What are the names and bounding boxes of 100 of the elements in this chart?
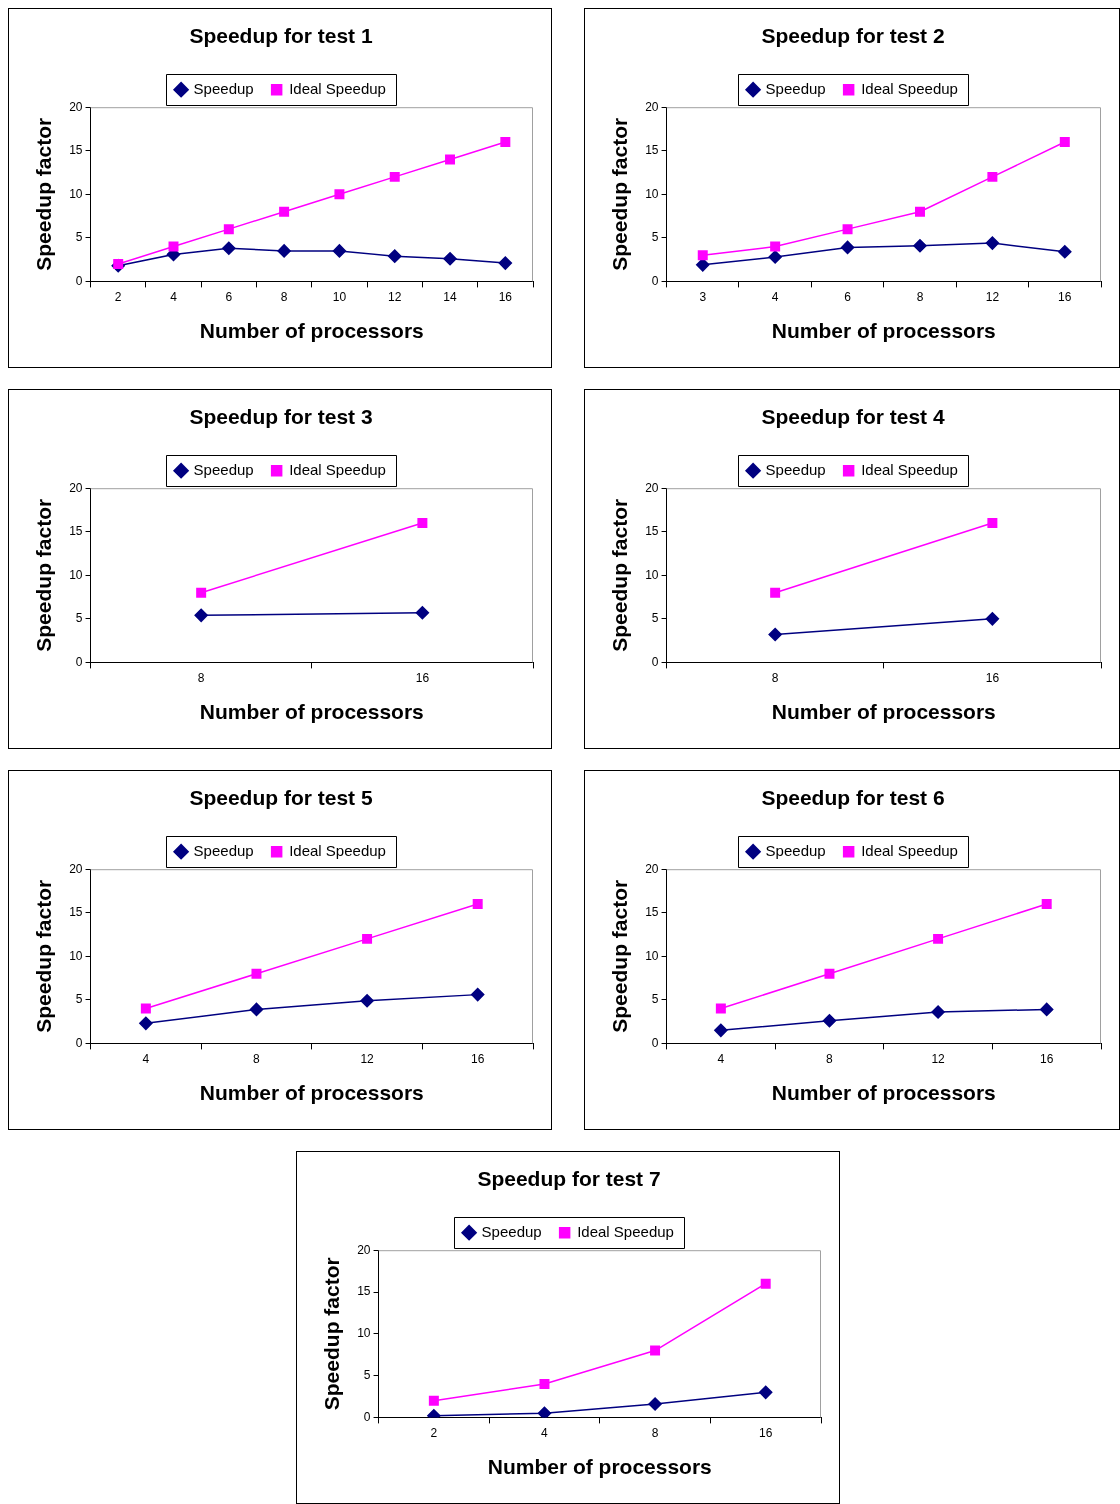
y-axis-title: Speedup factor xyxy=(32,498,56,652)
x-axis-title: Number of processors xyxy=(199,319,424,343)
x-tick-label: 10 xyxy=(332,289,347,304)
x-axis-title: Number of processors xyxy=(771,319,996,343)
x-tick-label: 2 xyxy=(114,289,122,304)
y-axis-title: Speedup factor xyxy=(320,1257,344,1411)
x-tick-label: 4 xyxy=(541,1425,549,1440)
point xyxy=(470,987,485,1002)
point xyxy=(251,968,262,979)
y-tick-label: 20 xyxy=(645,99,659,114)
point xyxy=(500,137,511,148)
point xyxy=(822,1014,837,1028)
point xyxy=(472,899,483,910)
point xyxy=(194,608,208,623)
y-tick-label: 15 xyxy=(357,1284,371,1299)
y-axis-title: Speedup factor xyxy=(608,879,632,1033)
legend-label: Ideal Speedup xyxy=(861,841,958,859)
point xyxy=(277,244,291,258)
y-tick-label: 5 xyxy=(75,992,83,1007)
y-tick-label: 20 xyxy=(357,1242,371,1257)
point xyxy=(696,258,710,272)
point xyxy=(417,518,428,529)
chart-title: Speedup for test 2 xyxy=(761,24,945,48)
x-tick-label: 12 xyxy=(985,289,1000,304)
point xyxy=(249,1002,264,1017)
chart-title: Speedup for test 3 xyxy=(189,405,373,429)
legend-label: Speedup xyxy=(765,79,826,97)
point xyxy=(824,968,835,979)
point xyxy=(697,250,708,261)
point xyxy=(389,171,400,182)
y-tick-label: 5 xyxy=(651,611,659,626)
point xyxy=(332,244,347,258)
x-tick-label: 4 xyxy=(717,1051,725,1066)
y-tick-label: 0 xyxy=(75,1035,83,1050)
legend-label: Ideal Speedup xyxy=(289,79,386,97)
x-tick-label: 3 xyxy=(699,289,707,304)
y-tick-label: 5 xyxy=(651,992,659,1007)
point xyxy=(139,1016,153,1031)
chart-title: Speedup for test 6 xyxy=(761,786,945,810)
point xyxy=(842,224,853,235)
x-axis-title: Number of processors xyxy=(199,700,424,724)
x-tick-label: 8 xyxy=(771,670,779,685)
y-axis-title: Speedup factor xyxy=(32,879,56,1033)
y-tick-label: 10 xyxy=(645,948,659,963)
point xyxy=(760,1278,771,1289)
point xyxy=(914,206,925,217)
point xyxy=(768,250,782,264)
x-tick-label: 8 xyxy=(280,289,288,304)
y-tick-label: 20 xyxy=(69,861,83,876)
x-tick-label: 8 xyxy=(826,1051,834,1066)
chart-title: Speedup for test 7 xyxy=(477,1167,661,1191)
point xyxy=(360,993,374,1008)
x-axis-title: Number of processors xyxy=(199,1081,424,1105)
x-tick-label: 16 xyxy=(985,670,1000,685)
y-tick-label: 20 xyxy=(69,480,83,495)
point xyxy=(770,241,781,252)
legend-label: Speedup xyxy=(193,79,254,97)
point xyxy=(987,171,998,182)
y-tick-label: 15 xyxy=(645,524,659,539)
x-tick-label: 12 xyxy=(931,1051,946,1066)
y-axis-title: Speedup factor xyxy=(608,117,632,271)
legend-label: Speedup xyxy=(193,841,254,859)
point xyxy=(1041,899,1052,910)
chart-title: Speedup for test 4 xyxy=(761,405,945,429)
legend-label: Speedup xyxy=(193,460,254,478)
point xyxy=(650,1345,661,1356)
y-tick-label: 15 xyxy=(69,524,83,539)
y-tick-label: 15 xyxy=(645,143,659,158)
y-tick-label: 10 xyxy=(645,567,659,582)
point xyxy=(445,154,456,165)
y-tick-label: 0 xyxy=(651,1035,659,1050)
x-axis-title: Number of processors xyxy=(487,1455,712,1479)
x-tick-label: 8 xyxy=(197,670,205,685)
point xyxy=(279,206,290,217)
chart-title: Speedup for test 5 xyxy=(189,786,373,810)
legend-label: Speedup xyxy=(765,841,826,859)
x-tick-label: 14 xyxy=(443,289,458,304)
x-tick-label: 16 xyxy=(1058,289,1072,304)
point xyxy=(770,587,781,598)
point xyxy=(985,612,1000,626)
y-tick-label: 5 xyxy=(363,1367,371,1382)
chart-title: Speedup for test 1 xyxy=(189,24,373,48)
y-tick-label: 0 xyxy=(651,654,659,669)
legend-label: Ideal Speedup xyxy=(577,1222,674,1240)
legend-label: Speedup xyxy=(481,1222,542,1240)
y-tick-label: 0 xyxy=(651,273,659,288)
point xyxy=(1039,1002,1054,1017)
point xyxy=(415,606,430,620)
y-tick-label: 10 xyxy=(69,567,83,582)
y-tick-label: 10 xyxy=(357,1326,371,1341)
point xyxy=(387,249,402,263)
x-tick-label: 2 xyxy=(430,1425,438,1440)
x-tick-label: 12 xyxy=(388,289,402,304)
point xyxy=(758,1385,773,1400)
x-tick-label: 4 xyxy=(771,289,779,304)
point xyxy=(223,224,234,235)
y-tick-label: 15 xyxy=(69,905,83,920)
y-tick-label: 20 xyxy=(645,861,659,876)
y-tick-label: 10 xyxy=(645,186,659,201)
x-tick-label: 8 xyxy=(916,289,924,304)
